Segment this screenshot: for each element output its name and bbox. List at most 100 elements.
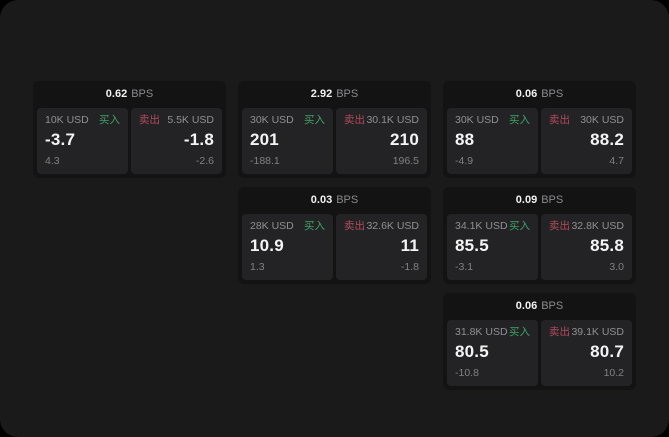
sell-quote-panel[interactable]: 卖出 30.1K USD 210 196.5 — [336, 108, 427, 174]
bps-unit: BPS — [541, 194, 564, 206]
quote-panels: 34.1K USD 买入 85.5 -3.1 卖出 32.8K USD 85.8… — [443, 214, 636, 284]
sell-panel-top: 卖出 39.1K USD — [549, 326, 624, 339]
sell-side-label: 卖出 — [344, 220, 365, 232]
buy-side-label: 买入 — [509, 326, 530, 338]
buy-amount: 30K USD — [250, 114, 294, 126]
bps-header: 0.03 BPS — [238, 187, 431, 214]
sell-sub-value: -2.6 — [195, 155, 214, 168]
sell-side-label: 卖出 — [549, 220, 570, 232]
quote-card: 2.92 BPS 30K USD 买入 201 -188.1 卖出 30.1K … — [238, 81, 431, 178]
sell-price: -1.8 — [183, 129, 214, 149]
bps-value: 0.06 — [515, 88, 538, 100]
bps-header: 0.62 BPS — [33, 81, 226, 108]
quote-panels: 28K USD 买入 10.9 1.3 卖出 32.6K USD 11 -1.8 — [238, 214, 431, 284]
buy-amount: 34.1K USD — [455, 220, 508, 232]
bps-header: 0.06 BPS — [443, 81, 636, 108]
buy-price: 88 — [455, 129, 475, 149]
bps-unit: BPS — [541, 300, 564, 312]
sell-sub-value: 10.2 — [603, 367, 624, 380]
quote-card: 0.06 BPS 31.8K USD 买入 80.5 -10.8 卖出 39.1… — [443, 293, 636, 390]
buy-quote-panel[interactable]: 30K USD 买入 201 -188.1 — [242, 108, 333, 174]
bps-value: 0.03 — [310, 194, 333, 206]
buy-amount: 28K USD — [250, 220, 294, 232]
bps-unit: BPS — [336, 88, 359, 100]
buy-side-label: 买入 — [509, 220, 530, 232]
sell-quote-panel[interactable]: 卖出 32.8K USD 85.8 3.0 — [541, 214, 632, 280]
bps-header: 2.92 BPS — [238, 81, 431, 108]
bps-header: 0.06 BPS — [443, 293, 636, 320]
sell-quote-panel[interactable]: 卖出 32.6K USD 11 -1.8 — [336, 214, 427, 280]
bps-header: 0.09 BPS — [443, 187, 636, 214]
quote-card: 0.09 BPS 34.1K USD 买入 85.5 -3.1 卖出 32.8K… — [443, 187, 636, 284]
quote-panels: 31.8K USD 买入 80.5 -10.8 卖出 39.1K USD 80.… — [443, 320, 636, 390]
sell-amount: 39.1K USD — [571, 326, 624, 338]
quote-card: 0.03 BPS 28K USD 买入 10.9 1.3 卖出 32.6K US… — [238, 187, 431, 284]
sell-side-label: 卖出 — [344, 114, 365, 126]
buy-quote-panel[interactable]: 30K USD 买入 88 -4.9 — [447, 108, 538, 174]
buy-panel-top: 10K USD 买入 — [45, 114, 120, 127]
buy-price: 10.9 — [250, 235, 284, 255]
buy-price: 201 — [250, 129, 279, 149]
buy-quote-panel[interactable]: 10K USD 买入 -3.7 4.3 — [37, 108, 128, 174]
sell-quote-panel[interactable]: 卖出 30K USD 88.2 4.7 — [541, 108, 632, 174]
sell-sub-value: 196.5 — [392, 155, 419, 168]
buy-sub-value: 1.3 — [250, 261, 265, 274]
buy-panel-top: 34.1K USD 买入 — [455, 220, 530, 233]
buy-panel-top: 28K USD 买入 — [250, 220, 325, 233]
bps-unit: BPS — [541, 88, 564, 100]
sell-panel-top: 卖出 30.1K USD — [344, 114, 419, 127]
sell-panel-top: 卖出 30K USD — [549, 114, 624, 127]
buy-sub-value: -4.9 — [455, 155, 474, 168]
buy-sub-value: 4.3 — [45, 155, 60, 168]
buy-price: 85.5 — [455, 235, 489, 255]
quote-card: 0.62 BPS 10K USD 买入 -3.7 4.3 卖出 5.5K USD — [33, 81, 226, 178]
sell-sub-value: -1.8 — [400, 261, 419, 274]
sell-amount: 32.8K USD — [571, 220, 624, 232]
sell-panel-top: 卖出 5.5K USD — [139, 114, 214, 127]
sell-amount: 30.1K USD — [366, 114, 419, 126]
bps-value: 2.92 — [310, 88, 333, 100]
buy-side-label: 买入 — [99, 114, 120, 126]
sell-price: 85.8 — [590, 235, 624, 255]
quote-cards-grid: 0.62 BPS 10K USD 买入 -3.7 4.3 卖出 5.5K USD — [33, 81, 636, 390]
sell-side-label: 卖出 — [139, 114, 160, 126]
buy-panel-top: 31.8K USD 买入 — [455, 326, 530, 339]
buy-amount: 10K USD — [45, 114, 89, 126]
sell-quote-panel[interactable]: 卖出 5.5K USD -1.8 -2.6 — [131, 108, 222, 174]
sell-amount: 30K USD — [580, 114, 624, 126]
buy-quote-panel[interactable]: 34.1K USD 买入 85.5 -3.1 — [447, 214, 538, 280]
buy-panel-top: 30K USD 买入 — [250, 114, 325, 127]
sell-price: 88.2 — [590, 129, 624, 149]
buy-amount: 31.8K USD — [455, 326, 508, 338]
buy-sub-value: -188.1 — [250, 155, 280, 168]
sell-side-label: 卖出 — [549, 114, 570, 126]
buy-quote-panel[interactable]: 31.8K USD 买入 80.5 -10.8 — [447, 320, 538, 386]
sell-panel-top: 卖出 32.8K USD — [549, 220, 624, 233]
sell-price: 80.7 — [590, 341, 624, 361]
sell-quote-panel[interactable]: 卖出 39.1K USD 80.7 10.2 — [541, 320, 632, 386]
sell-side-label: 卖出 — [549, 326, 570, 338]
bps-unit: BPS — [131, 88, 154, 100]
bps-unit: BPS — [336, 194, 359, 206]
buy-side-label: 买入 — [304, 220, 325, 232]
quote-panels: 10K USD 买入 -3.7 4.3 卖出 5.5K USD -1.8 -2.… — [33, 108, 226, 178]
sell-amount: 32.6K USD — [366, 220, 419, 232]
buy-quote-panel[interactable]: 28K USD 买入 10.9 1.3 — [242, 214, 333, 280]
buy-sub-value: -3.1 — [455, 261, 474, 274]
buy-side-label: 买入 — [304, 114, 325, 126]
buy-price: 80.5 — [455, 341, 489, 361]
sell-price: 210 — [390, 129, 419, 149]
quote-panels: 30K USD 买入 201 -188.1 卖出 30.1K USD 210 1… — [238, 108, 431, 178]
buy-panel-top: 30K USD 买入 — [455, 114, 530, 127]
bps-value: 0.09 — [515, 194, 538, 206]
sell-panel-top: 卖出 32.6K USD — [344, 220, 419, 233]
buy-side-label: 买入 — [509, 114, 530, 126]
sell-sub-value: 4.7 — [609, 155, 624, 168]
sell-sub-value: 3.0 — [609, 261, 624, 274]
quote-panels: 30K USD 买入 88 -4.9 卖出 30K USD 88.2 4.7 — [443, 108, 636, 178]
bps-value: 0.06 — [515, 300, 538, 312]
sell-price: 11 — [400, 235, 419, 255]
quote-card: 0.06 BPS 30K USD 买入 88 -4.9 卖出 30K USD — [443, 81, 636, 178]
buy-sub-value: -10.8 — [455, 367, 479, 380]
